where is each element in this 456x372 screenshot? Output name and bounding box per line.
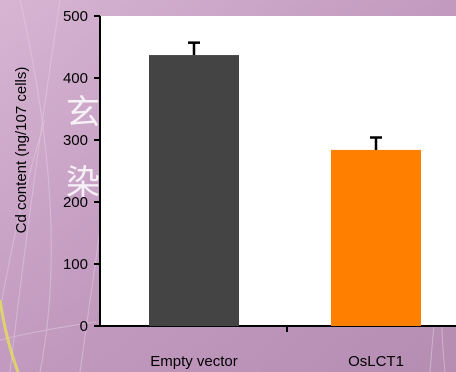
watermark-char-2: 染 xyxy=(66,163,100,203)
y-axis-label: Cd content (ng/107 cells) xyxy=(13,67,30,234)
bar xyxy=(331,149,421,326)
x-tick-label: OsLCT1 xyxy=(348,353,404,370)
y-tick-label: 0 xyxy=(80,318,88,335)
y-tick-label: 100 xyxy=(63,256,88,273)
y-tick-label: 400 xyxy=(63,70,88,87)
y-tick-label: 300 xyxy=(63,132,88,149)
bar xyxy=(149,55,239,327)
y-tick-label: 200 xyxy=(63,194,88,211)
watermark-char-1: 玄 xyxy=(66,93,100,133)
y-tick-label: 500 xyxy=(63,8,88,25)
x-tick-label: Empty vector xyxy=(150,353,238,370)
